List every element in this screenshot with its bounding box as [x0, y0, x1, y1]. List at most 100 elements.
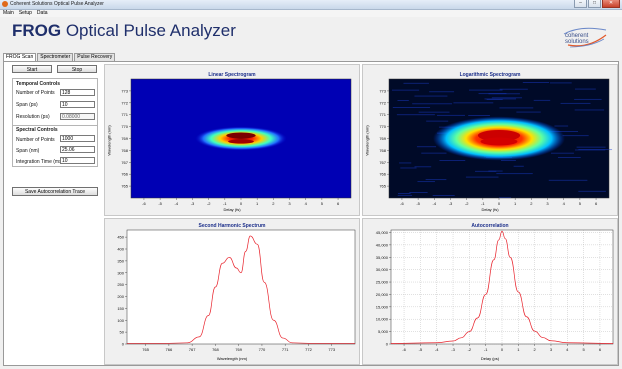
window-titlebar: Coherent Solutions Optical Pulse Analyze…	[0, 0, 622, 10]
app-title: FROG Optical Pulse Analyzer	[12, 21, 236, 41]
data-point	[250, 236, 251, 237]
log-spectrogram-chart[interactable]: -6 -5 -4 -3 -2 -1 0 1 2 3 4 5 6 773 772 771 770 769 768 767…	[363, 65, 619, 217]
y-tick-label: 450	[117, 235, 124, 240]
data-point	[127, 343, 128, 344]
data-point	[264, 282, 265, 283]
x-tick-label: 4	[563, 201, 566, 206]
x-tick-label: 6	[337, 201, 340, 206]
data-point	[469, 331, 470, 332]
shg-spectrum-chart[interactable]: 0 50 100 150 200 250 300 350 400 450 765 766 767 768 7…	[105, 219, 361, 366]
linear-spectrogram-chart[interactable]: -6 -5 -4 -3 -2 -1 0 1 2 3 4 5 6 773 772 771 770 769 768 767…	[105, 65, 361, 217]
temporal-span-input[interactable]: 10	[60, 101, 95, 108]
noise-streak	[429, 91, 454, 92]
noise-streak	[475, 171, 496, 172]
x-tick-label: 767	[189, 347, 196, 352]
x-tick-label: 6	[595, 201, 598, 206]
y-tick-label: 300	[117, 270, 124, 275]
temporal-points-input[interactable]: 128	[60, 89, 95, 96]
menu-main[interactable]: Main	[3, 10, 14, 17]
menu-setup[interactable]: Setup	[19, 10, 32, 17]
data-point	[187, 343, 188, 344]
x-tick-label: 1	[514, 201, 517, 206]
data-point	[453, 341, 454, 342]
temporal-resolution-input: 0.08000	[60, 113, 95, 120]
tab-frog-scan[interactable]: FROG Scan	[3, 53, 36, 61]
maximize-button[interactable]: □	[588, 0, 601, 8]
y-tick-label: 350	[117, 258, 124, 263]
noise-streak	[575, 110, 604, 111]
log-spectrogram-panel: Logarithmic Spectrogram -6 -5 -4 -3 -2 -1 0 1 2 3…	[362, 64, 618, 216]
log-spectrogram-xlabel: Delay (fs)	[363, 207, 617, 212]
x-tick-label: 772	[305, 347, 312, 352]
noise-streak	[492, 97, 522, 98]
stop-button[interactable]: Stop	[57, 65, 97, 73]
x-tick-label: -4	[433, 201, 437, 206]
window-title: Coherent Solutions Optical Pulse Analyze…	[10, 1, 104, 7]
data-point	[510, 257, 511, 258]
noise-streak	[500, 89, 528, 90]
log-spectrogram-ylabel: Wavelength (nm)	[365, 123, 370, 159]
noise-streak	[419, 112, 450, 113]
tab-pulse-recovery[interactable]: Pulse Recovery	[74, 53, 115, 61]
autocorrelation-panel: Autocorrelation 0 5,000 10,000 15,000 20,000…	[362, 218, 618, 365]
data-point	[215, 287, 216, 288]
x-tick-label: 766	[166, 347, 173, 352]
x-tick-label: 5	[583, 347, 586, 352]
x-tick-label: 765	[142, 347, 149, 352]
data-point	[461, 338, 462, 339]
x-tick-label: 4	[305, 201, 308, 206]
data-point	[273, 320, 274, 321]
x-tick-label: 5	[579, 201, 582, 206]
noise-streak	[393, 107, 430, 108]
start-button[interactable]: Start	[12, 65, 52, 73]
y-tick-label: 772	[379, 100, 386, 105]
data-point	[169, 343, 170, 344]
close-button[interactable]: ✕	[602, 0, 620, 8]
noise-streak	[575, 150, 605, 151]
data-point	[613, 343, 614, 344]
spectral-points-label: Number of Points	[16, 137, 55, 143]
x-tick-label: -1	[484, 347, 488, 352]
noise-streak	[412, 103, 452, 104]
data-point	[477, 318, 478, 319]
y-tick-label: 10,000	[376, 317, 389, 322]
x-tick-label: -1	[481, 201, 485, 206]
noise-streak	[554, 126, 568, 127]
data-point	[502, 231, 503, 232]
y-tick-label: 40,000	[376, 242, 389, 247]
tab-spectrometer[interactable]: Spectrometer	[37, 53, 73, 61]
x-tick-label: -5	[419, 347, 423, 352]
noise-streak	[400, 168, 416, 169]
x-tick-label: 0	[498, 201, 501, 206]
data-point	[485, 294, 486, 295]
x-tick-label: -5	[416, 201, 420, 206]
spectral-span-label: Span (nm)	[16, 148, 39, 154]
noise-streak	[577, 147, 606, 148]
x-tick-label: -4	[435, 347, 439, 352]
spectral-points-input[interactable]: 1000	[60, 135, 95, 142]
menu-data[interactable]: Data	[37, 10, 48, 17]
y-tick-label: 30,000	[376, 267, 389, 272]
noise-streak	[399, 163, 411, 164]
x-tick-label: 0	[501, 347, 504, 352]
autocorrelation-chart[interactable]: 0 5,000 10,000 15,000 20,000 25,000 30,000 35,0…	[363, 219, 619, 366]
noise-streak	[574, 99, 601, 100]
noise-streak	[439, 160, 465, 161]
data-point	[534, 331, 535, 332]
noise-streak	[426, 121, 448, 122]
plot-area	[127, 230, 355, 344]
y-tick-label: 773	[121, 88, 128, 93]
x-tick-label: 0	[240, 201, 243, 206]
data-point	[222, 263, 223, 264]
noise-streak	[551, 153, 574, 154]
linear-spectrogram-xlabel: Delay (fs)	[105, 207, 359, 212]
logo-text-2: solutions	[565, 39, 589, 45]
x-tick-label: -1	[223, 201, 227, 206]
y-tick-label: 768	[121, 148, 128, 153]
noise-streak	[398, 193, 411, 194]
x-tick-label: 3	[288, 201, 291, 206]
spectral-integration-input[interactable]: 10	[60, 157, 95, 164]
minimize-button[interactable]: –	[574, 0, 587, 8]
spectral-span-input[interactable]: 25.06	[60, 146, 95, 153]
save-autocorrelation-button[interactable]: Save Autocorrelation Trace	[12, 187, 98, 196]
